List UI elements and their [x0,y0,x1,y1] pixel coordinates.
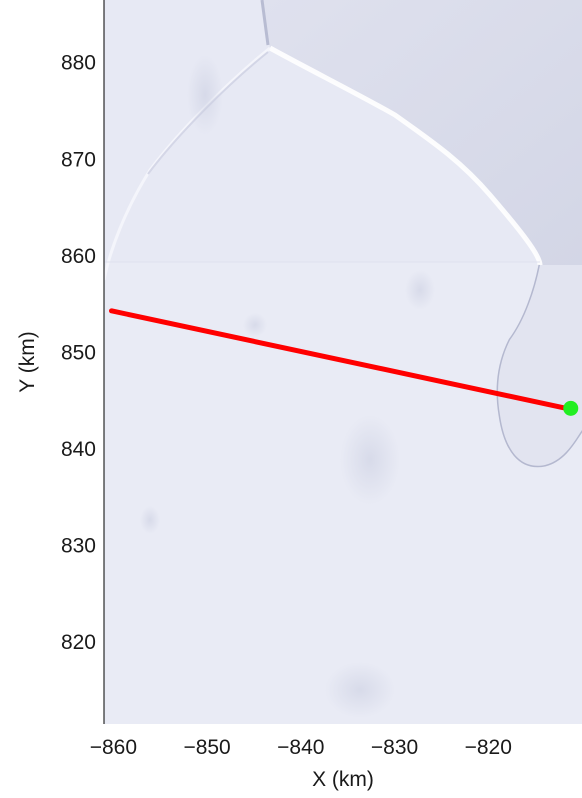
shade-patch [187,55,223,135]
ridge-shadow [260,0,270,46]
inlet-fill [498,265,582,466]
x-axis-ticks: −860 −850 −840 −830 −820 [90,736,512,759]
y-tick-label: 840 [61,438,96,461]
shade-patch [405,270,435,310]
y-tick-label: 870 [61,148,96,171]
x-tick-label: −820 [465,736,512,759]
ice-background-lower [104,262,582,724]
y-axis-title: Y (km) [16,331,39,392]
y-tick-label: 850 [61,341,96,364]
y-tick-label: 860 [61,245,96,268]
ridge-highlight [268,45,543,266]
x-tick-label: −860 [90,736,137,759]
plot-area [104,0,582,724]
shade-patch [243,313,267,337]
y-axis-ticks: 820 830 840 850 860 870 880 [61,52,96,654]
end-point-marker [563,400,579,416]
x-tick-label: −830 [371,736,418,759]
profile-line [108,308,574,412]
y-tick-label: 820 [61,631,96,654]
shade-patch [325,662,395,718]
y-tick-label: 880 [61,52,96,75]
x-axis-title: X (km) [312,768,374,791]
x-tick-label: −840 [277,736,324,759]
x-tick-label: −850 [183,736,230,759]
shade-patch [140,506,160,534]
shade-patch [340,415,400,505]
y-tick-label: 830 [61,534,96,557]
